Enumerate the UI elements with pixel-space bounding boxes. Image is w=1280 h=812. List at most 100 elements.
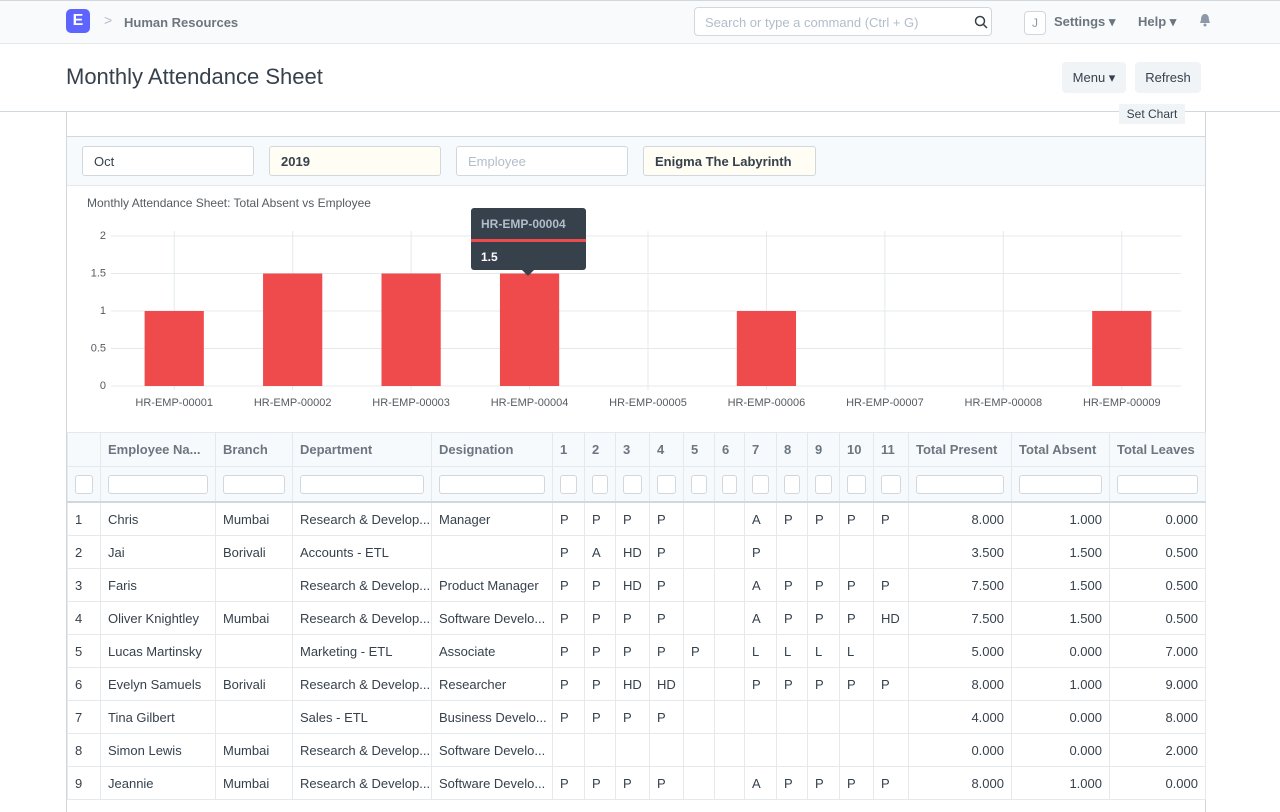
menu-button[interactable]: Menu ▾ bbox=[1062, 62, 1126, 93]
table-cell bbox=[216, 635, 293, 668]
filter-cell bbox=[585, 467, 616, 503]
filter-input[interactable] bbox=[560, 475, 577, 494]
filter-input[interactable] bbox=[1117, 475, 1198, 494]
filter-cell bbox=[808, 467, 840, 503]
x-tick-label: HR-EMP-00001 bbox=[135, 397, 213, 409]
header-cell: 4 bbox=[650, 433, 684, 467]
header-cell: Total Absent bbox=[1012, 433, 1110, 467]
table-cell: P bbox=[585, 701, 616, 734]
table-cell: 3 bbox=[68, 569, 101, 602]
set-chart-button[interactable]: Set Chart bbox=[1119, 104, 1185, 124]
table-cell: Software Develo... bbox=[432, 734, 553, 767]
header-cell: 10 bbox=[840, 433, 874, 467]
filter-input[interactable] bbox=[108, 475, 208, 494]
header-cell: 7 bbox=[745, 433, 777, 467]
table-row: 8Simon LewisMumbaiResearch & Develop...S… bbox=[68, 734, 1206, 767]
table-cell bbox=[585, 734, 616, 767]
tooltip: HR-EMP-00004 1.5 bbox=[471, 208, 586, 270]
table-cell: HD bbox=[616, 569, 650, 602]
filter-cell bbox=[101, 467, 216, 503]
filter-input[interactable] bbox=[815, 475, 832, 494]
filter-input[interactable] bbox=[752, 475, 769, 494]
x-tick-label: HR-EMP-00003 bbox=[372, 397, 450, 409]
table-cell: 0.000 bbox=[1110, 502, 1206, 536]
table-cell: A bbox=[745, 502, 777, 536]
settings-label: Settings bbox=[1054, 14, 1105, 29]
table-cell: P bbox=[553, 635, 585, 668]
page-title: Monthly Attendance Sheet bbox=[66, 64, 323, 90]
table-row: 7Tina GilbertSales - ETLBusiness Develo.… bbox=[68, 701, 1206, 734]
filter-cell bbox=[68, 467, 101, 503]
table-cell: Researcher bbox=[432, 668, 553, 701]
avatar[interactable]: J bbox=[1024, 11, 1046, 35]
table-cell bbox=[874, 635, 909, 668]
table-cell: 1.000 bbox=[1012, 668, 1110, 701]
table-cell: P bbox=[585, 602, 616, 635]
bar bbox=[145, 311, 204, 386]
filter-input[interactable] bbox=[657, 475, 676, 494]
table-cell: P bbox=[650, 502, 684, 536]
x-tick-label: HR-EMP-00009 bbox=[1083, 397, 1161, 409]
table-cell bbox=[777, 536, 808, 569]
employee-filter[interactable]: Employee bbox=[456, 146, 628, 176]
header-cell: 1 bbox=[553, 433, 585, 467]
table-cell: 1.500 bbox=[1012, 569, 1110, 602]
table-cell: 0.000 bbox=[1012, 734, 1110, 767]
bell-icon[interactable] bbox=[1199, 13, 1211, 27]
filter-cell bbox=[616, 467, 650, 503]
table-cell bbox=[715, 635, 745, 668]
header-cell: Branch bbox=[216, 433, 293, 467]
table-cell: Research & Develop... bbox=[293, 502, 432, 536]
table-cell: P bbox=[553, 668, 585, 701]
table-row: 3FarisResearch & Develop...Product Manag… bbox=[68, 569, 1206, 602]
table-cell bbox=[715, 701, 745, 734]
table-cell: Mumbai bbox=[216, 767, 293, 800]
header-cell: 9 bbox=[808, 433, 840, 467]
table-cell: P bbox=[553, 536, 585, 569]
filter-input[interactable] bbox=[223, 475, 285, 494]
table-cell: Borivali bbox=[216, 536, 293, 569]
refresh-button[interactable]: Refresh bbox=[1135, 62, 1201, 93]
y-tick-label: 2 bbox=[100, 230, 106, 242]
company-filter[interactable]: Enigma The Labyrinth bbox=[643, 146, 816, 176]
month-filter[interactable]: Oct bbox=[82, 146, 254, 176]
attendance-table: Employee Na...BranchDepartmentDesignatio… bbox=[67, 432, 1206, 800]
table-cell: 8 bbox=[68, 734, 101, 767]
filter-input[interactable] bbox=[881, 475, 901, 494]
filter-input[interactable] bbox=[300, 475, 424, 494]
logo[interactable]: E bbox=[66, 9, 90, 33]
filter-input[interactable] bbox=[439, 475, 545, 494]
search-box[interactable]: Search or type a command (Ctrl + G) bbox=[694, 7, 992, 36]
table-cell bbox=[874, 701, 909, 734]
filter-input[interactable] bbox=[1019, 475, 1102, 494]
filter-input[interactable] bbox=[916, 475, 1004, 494]
filter-input[interactable] bbox=[691, 475, 707, 494]
table-cell: 8.000 bbox=[909, 502, 1012, 536]
table-cell: 0.000 bbox=[1110, 767, 1206, 800]
table-cell bbox=[684, 502, 715, 536]
table-cell bbox=[840, 701, 874, 734]
table-cell: P bbox=[684, 635, 715, 668]
table-cell: P bbox=[777, 602, 808, 635]
breadcrumb[interactable]: Human Resources bbox=[124, 15, 238, 30]
filter-input[interactable] bbox=[592, 475, 608, 494]
table-cell: Borivali bbox=[216, 668, 293, 701]
filter-input[interactable] bbox=[75, 475, 93, 494]
table-cell: P bbox=[777, 767, 808, 800]
table-cell: 0.500 bbox=[1110, 602, 1206, 635]
settings-menu[interactable]: Settings ▾ bbox=[1054, 14, 1115, 30]
table-cell bbox=[808, 701, 840, 734]
table-cell bbox=[715, 502, 745, 536]
filter-input[interactable] bbox=[847, 475, 866, 494]
help-menu[interactable]: Help ▾ bbox=[1138, 14, 1176, 30]
year-filter[interactable]: 2019 bbox=[269, 146, 441, 176]
filter-input[interactable] bbox=[623, 475, 642, 494]
table-cell: L bbox=[777, 635, 808, 668]
header-cell: 8 bbox=[777, 433, 808, 467]
filter-input[interactable] bbox=[722, 475, 737, 494]
table-cell: P bbox=[745, 668, 777, 701]
table-cell: P bbox=[650, 701, 684, 734]
filter-input[interactable] bbox=[784, 475, 800, 494]
table-cell: 0.000 bbox=[909, 734, 1012, 767]
